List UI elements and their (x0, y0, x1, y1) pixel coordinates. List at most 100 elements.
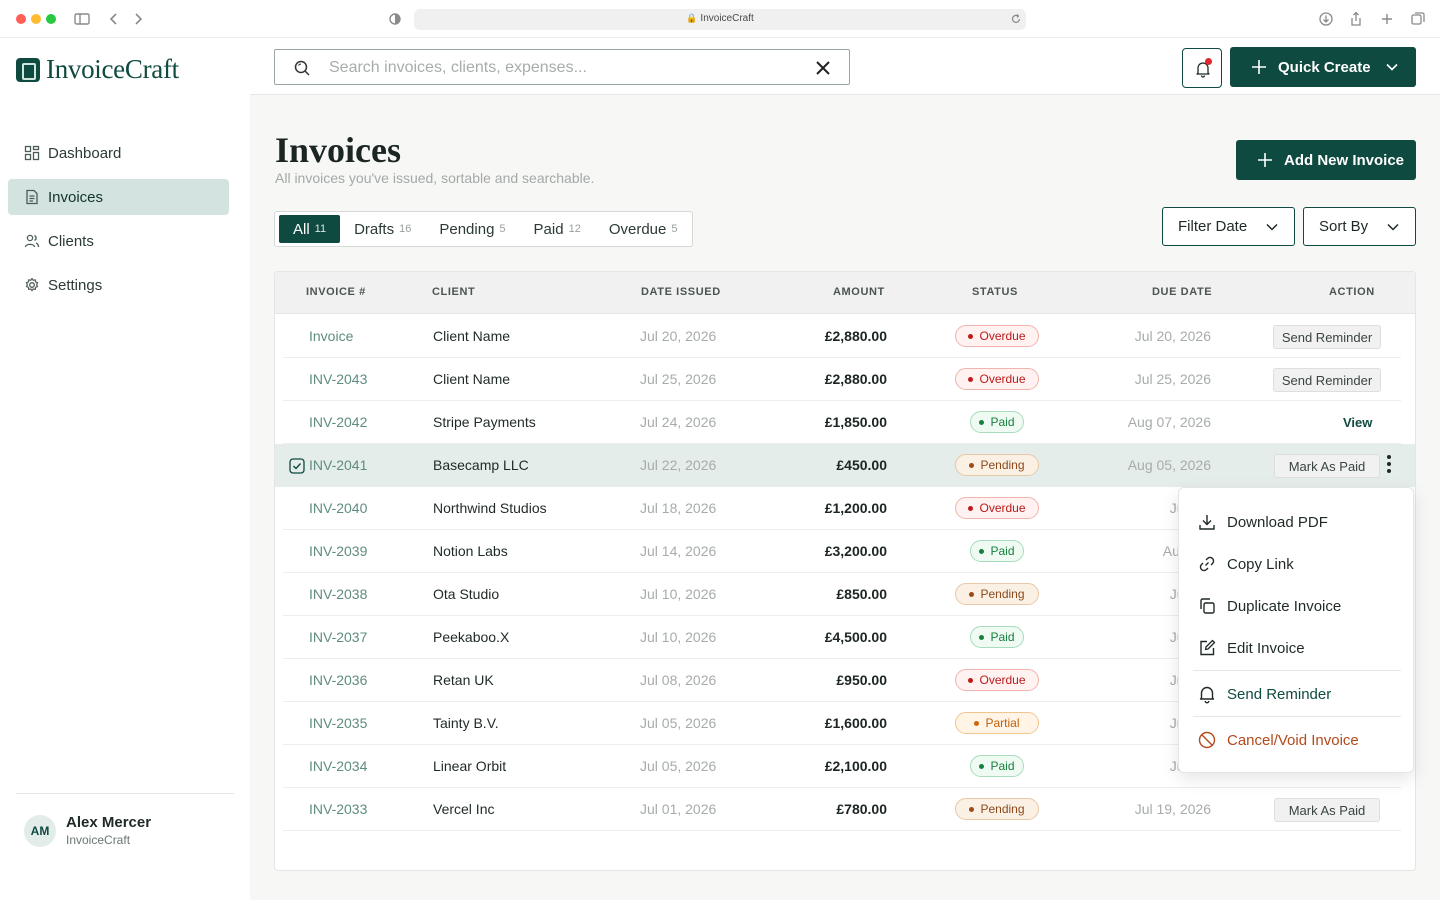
sidebar-item-dashboard[interactable]: Dashboard (8, 135, 229, 171)
table-row[interactable]: INV-2043 Client Name Jul 25, 2026 £2,880.00… (283, 358, 1401, 401)
client-name: Peekaboo.X (433, 629, 510, 645)
invoice-number-link[interactable]: INV-2039 (309, 543, 368, 559)
tab-all[interactable]: All 11 (279, 215, 341, 243)
table-row[interactable]: INV-2037 Peekaboo.X Jul 10, 2026 £4,500.00 P… (283, 616, 1401, 659)
sidebar-item-label: Settings (48, 276, 103, 294)
tab-overdue[interactable]: Overdue 5 (595, 215, 692, 243)
invoice-number-link[interactable]: Invoice (309, 328, 354, 344)
invoice-number-link[interactable]: INV-2037 (309, 629, 368, 645)
invoice-number-link[interactable]: INV-2038 (309, 586, 368, 602)
share-icon[interactable] (1347, 10, 1365, 28)
search-box (274, 49, 850, 85)
status-dot (974, 720, 980, 726)
tab-label: Paid (533, 220, 564, 238)
status-dot (968, 505, 974, 511)
chevron-down-icon (1266, 223, 1278, 231)
status-badge: Paid (970, 411, 1024, 433)
view-link[interactable]: View (1343, 415, 1373, 430)
table-row[interactable]: INV-2041 Basecamp LLC Jul 22, 2026 £450.00 P… (275, 444, 1415, 487)
tab-overview-icon[interactable] (1409, 10, 1427, 28)
reload-icon[interactable] (1010, 13, 1022, 25)
menu-item-label: Send Reminder (1227, 685, 1332, 703)
invoice-number-link[interactable]: INV-2033 (309, 801, 368, 817)
forward-arrow-icon[interactable] (129, 10, 147, 28)
close-window-button[interactable] (16, 14, 26, 24)
search-input[interactable] (329, 57, 799, 79)
quick-create-button[interactable]: Quick Create (1230, 47, 1416, 87)
sidebar: InvoiceCraft Dashboard Invoices Clients … (0, 38, 250, 900)
table-row[interactable]: INV-2033 Vercel Inc Jul 01, 2026 £780.00 Pen… (283, 788, 1401, 831)
table-row[interactable]: INV-2038 Ota Studio Jul 10, 2026 £850.00 Pen… (283, 573, 1401, 616)
table-row[interactable]: INV-2039 Notion Labs Jul 14, 2026 £3,200.00… (283, 530, 1401, 573)
logo-mark-icon (16, 57, 40, 82)
status-dot (979, 763, 985, 769)
invoice-number-link[interactable]: INV-2043 (309, 371, 368, 387)
notifications-button[interactable] (1182, 48, 1222, 88)
privacy-shield-icon[interactable] (386, 10, 404, 28)
invoice-number-link[interactable]: INV-2041 (309, 457, 368, 473)
address-bar[interactable]: 🔒 InvoiceCraft (414, 9, 1026, 30)
tab-label: Pending (439, 220, 495, 238)
add-new-invoice-button[interactable]: Add New Invoice (1236, 140, 1416, 180)
invoice-number-link[interactable]: INV-2040 (309, 500, 368, 516)
more-options-icon[interactable] (1386, 455, 1392, 475)
column-header-date-issued[interactable]: DATE ISSUED (641, 286, 721, 298)
dashboard-icon (24, 145, 40, 161)
back-arrow-icon[interactable] (105, 10, 123, 28)
sidebar-item-clients[interactable]: Clients (8, 223, 229, 259)
table-row[interactable]: INV-2040 Northwind Studios Jul 18, 2026 £1,… (283, 487, 1401, 530)
column-header-due-date[interactable]: DUE DATE (1152, 286, 1213, 298)
amount: £1,600.00 (824, 715, 887, 731)
amount: £4,500.00 (824, 629, 887, 645)
column-header-client[interactable]: CLIENT (432, 286, 476, 298)
amount: £780.00 (836, 801, 887, 817)
tab-label: All (293, 220, 310, 238)
sidebar-toggle-icon[interactable] (73, 10, 91, 28)
tab-pending[interactable]: Pending 5 (425, 215, 519, 243)
invoice-number-link[interactable]: INV-2036 (309, 672, 368, 688)
column-header-amount[interactable]: AMOUNT (833, 286, 885, 298)
amount: £950.00 (836, 672, 887, 688)
downloads-icon[interactable] (1317, 10, 1335, 28)
column-header-invoice[interactable]: INVOICE # (306, 286, 366, 298)
zoom-window-button[interactable] (46, 14, 56, 24)
menu-item-cancel-void-invoice[interactable]: Cancel/Void Invoice (1179, 722, 1415, 758)
sidebar-item-invoices[interactable]: Invoices (8, 179, 229, 215)
user-org: InvoiceCraft (66, 833, 131, 847)
invoice-number-link[interactable]: INV-2034 (309, 758, 368, 774)
menu-item-copy-link[interactable]: Copy Link (1179, 546, 1415, 582)
status-badge: Pending (955, 583, 1039, 605)
tab-drafts[interactable]: Drafts 16 (340, 215, 425, 243)
menu-item-duplicate-invoice[interactable]: Duplicate Invoice (1179, 588, 1415, 624)
user-profile[interactable]: AM Alex Mercer InvoiceCraft (24, 814, 151, 847)
new-tab-icon[interactable] (1378, 10, 1396, 28)
send-reminder-button[interactable]: Send Reminder (1273, 325, 1381, 349)
menu-item-send-reminder[interactable]: Send Reminder (1179, 676, 1415, 712)
close-icon[interactable] (813, 58, 833, 78)
invoice-number-link[interactable]: INV-2035 (309, 715, 368, 731)
tab-paid[interactable]: Paid 12 (520, 215, 595, 243)
sidebar-item-settings[interactable]: Settings (8, 267, 229, 303)
client-name: Tainty B.V. (433, 715, 499, 731)
amount: £850.00 (836, 586, 887, 602)
table-row[interactable]: INV-2042 Stripe Payments Jul 24, 2026 £1,85… (283, 401, 1401, 444)
cancel-icon (1198, 731, 1216, 749)
mark-as-paid-button[interactable]: Mark As Paid (1274, 454, 1380, 478)
invoice-number-link[interactable]: INV-2042 (309, 414, 368, 430)
checkbox-checked-icon[interactable] (289, 458, 305, 474)
due-date: Aug 05, 2026 (1127, 457, 1211, 473)
sort-by-dropdown[interactable]: Sort By (1303, 207, 1416, 246)
table-row[interactable]: Invoice Client Name Jul 20, 2026 £2,880.00 O… (283, 315, 1401, 358)
filter-date-dropdown[interactable]: Filter Date (1162, 207, 1295, 246)
minimize-window-button[interactable] (31, 14, 41, 24)
status-tabs: All 11 Drafts 16 Pending 5 Paid 12 Overdue 5 (274, 211, 693, 247)
menu-item-download-pdf[interactable]: Download PDF (1179, 504, 1415, 540)
mark-as-paid-button[interactable]: Mark As Paid (1274, 798, 1380, 822)
brand-logo[interactable]: InvoiceCraft (16, 54, 179, 85)
send-reminder-button[interactable]: Send Reminder (1273, 368, 1381, 392)
menu-item-edit-invoice[interactable]: Edit Invoice (1179, 630, 1415, 666)
edit-icon (1200, 639, 1216, 656)
sidebar-item-label: Invoices (48, 188, 104, 206)
column-header-status[interactable]: STATUS (972, 286, 1018, 298)
amount: £1,850.00 (824, 414, 887, 430)
